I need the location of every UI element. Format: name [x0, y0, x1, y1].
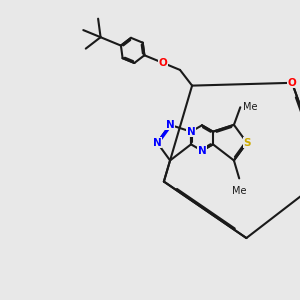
- Text: Me: Me: [243, 102, 258, 112]
- Text: S: S: [243, 138, 250, 148]
- Text: N: N: [153, 138, 161, 148]
- Text: N: N: [198, 146, 206, 156]
- Text: Me: Me: [232, 186, 247, 197]
- Text: O: O: [288, 78, 296, 88]
- Text: N: N: [166, 120, 175, 130]
- Text: O: O: [158, 58, 167, 68]
- Text: N: N: [187, 127, 195, 136]
